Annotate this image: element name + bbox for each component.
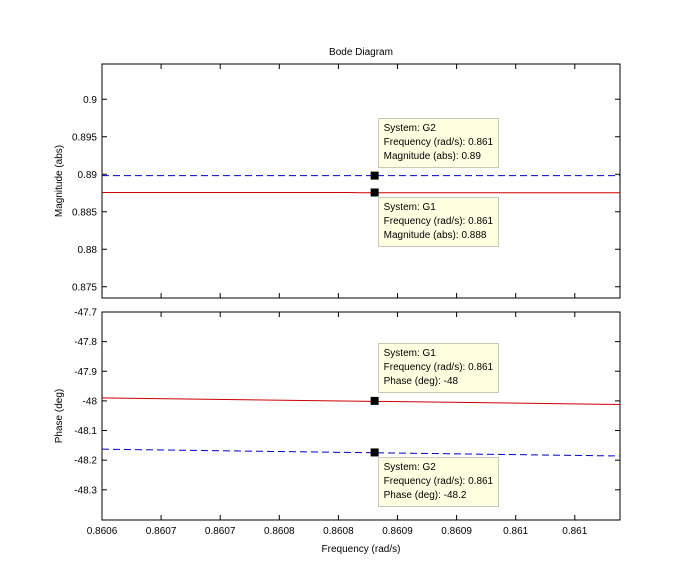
datatip-line: System: G1 xyxy=(383,347,436,359)
datatip-marker xyxy=(370,448,379,457)
x-axis-label: Frequency (rad/s) xyxy=(322,544,401,555)
datatip[interactable]: System: G2 Frequency (rad/s): 0.861 Magnit… xyxy=(377,117,500,168)
y-tick-label: -48.3 xyxy=(74,485,97,496)
y-tick-label: 0.875 xyxy=(72,282,97,293)
datatip-line: System: G2 xyxy=(383,122,436,134)
y-tick-label: 0.895 xyxy=(72,132,97,143)
datatip-line: Frequency (rad/s): 0.861 xyxy=(383,476,494,488)
datatip-line: Frequency (rad/s): 0.861 xyxy=(383,216,494,228)
x-tick-label: 0.8606 xyxy=(87,526,118,537)
datatip-line: Magnitude (abs): 0.888 xyxy=(383,230,487,242)
datatip-marker xyxy=(370,171,379,180)
datatip-marker xyxy=(370,396,379,405)
x-tick-label: 0.8608 xyxy=(264,526,295,537)
datatip-line: System: G2 xyxy=(383,462,436,474)
y-tick-label: 0.88 xyxy=(78,245,98,256)
y-tick-label: 0.885 xyxy=(72,207,97,218)
axes-frame-0 xyxy=(101,63,621,299)
series-line-g1 xyxy=(101,397,621,405)
x-tick-label: 0.861 xyxy=(562,526,587,537)
x-tick-label: 0.8608 xyxy=(323,526,354,537)
datatip-line: Frequency (rad/s): 0.861 xyxy=(383,136,494,148)
datatip-line: Phase (deg): -48 xyxy=(383,375,459,387)
y-tick-label: 0.9 xyxy=(83,95,97,106)
y-tick-label: -48.2 xyxy=(74,456,97,467)
datatip[interactable]: System: G2 Frequency (rad/s): 0.861 Phase … xyxy=(377,457,500,508)
x-tick-label: 0.8607 xyxy=(146,526,177,537)
datatip-line: Magnitude (abs): 0.89 xyxy=(383,150,481,162)
y-axis-label: Magnitude (abs) xyxy=(54,145,65,217)
x-tick-label: 0.8607 xyxy=(205,526,236,537)
y-tick-label: -47.8 xyxy=(74,337,97,348)
series-line-g2 xyxy=(101,448,621,457)
datatip-marker xyxy=(370,188,379,197)
y-tick-label: -47.9 xyxy=(74,367,97,378)
y-tick-label: -48 xyxy=(83,396,98,407)
axes-frame-1 xyxy=(101,311,621,521)
chart-title: Bode Diagram xyxy=(329,47,393,58)
x-tick-label: 0.8609 xyxy=(441,526,472,537)
y-tick-label: -48.1 xyxy=(74,426,97,437)
datatip[interactable]: System: G1 Frequency (rad/s): 0.861 Magnit… xyxy=(377,197,500,248)
datatip-line: Phase (deg): -48.2 xyxy=(383,490,467,502)
y-tick-label: -47.7 xyxy=(74,308,97,319)
datatip-line: Frequency (rad/s): 0.861 xyxy=(383,361,494,373)
x-tick-label: 0.8609 xyxy=(382,526,413,537)
x-tick-label: 0.861 xyxy=(503,526,528,537)
datatip-line: System: G1 xyxy=(383,202,436,214)
datatip[interactable]: System: G1 Frequency (rad/s): 0.861 Phase … xyxy=(377,342,500,393)
y-axis-label: Phase (deg) xyxy=(54,389,65,443)
y-tick-label: 0.89 xyxy=(78,170,98,181)
